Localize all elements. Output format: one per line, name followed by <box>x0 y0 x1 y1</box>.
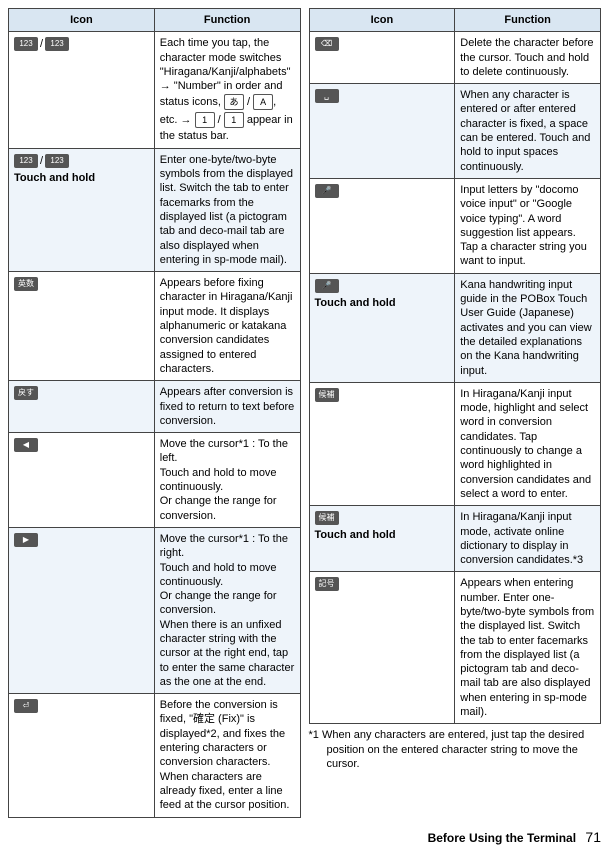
function-cell: Before the conversion is fixed, "確定 (Fix… <box>154 694 300 817</box>
function-cell: When any character is entered or after e… <box>455 84 601 179</box>
voice-input-key: 🎤 <box>309 178 455 273</box>
header-icon: Icon <box>9 9 155 32</box>
function-cell: Appears before fixing character in Hirag… <box>154 272 300 381</box>
function-cell: Kana handwriting input guide in the POBo… <box>455 273 601 382</box>
symbol-list-key: 123/123Touch and hold <box>9 148 155 271</box>
enter-fix-key: ⏎ <box>9 694 155 817</box>
function-cell: Delete the character before the cursor. … <box>455 32 601 84</box>
table-row: 🎤Input letters by "docomo voice input" o… <box>309 178 601 273</box>
table-row: 123/123Touch and holdEnter one-byte/two-… <box>9 148 301 271</box>
cursor-right-key: ▶ <box>9 527 155 693</box>
pre-fix-candidates-key: 英数カナ <box>9 272 155 381</box>
footer-section-title: Before Using the Terminal <box>428 831 576 845</box>
function-cell: Input letters by "docomo voice input" or… <box>455 178 601 273</box>
table-row: ⌫Delete the character before the cursor.… <box>309 32 601 84</box>
header-function: Function <box>455 9 601 32</box>
page-number: 71 <box>585 829 601 845</box>
left-column: Icon Function 123/123Each time you tap, … <box>8 8 301 818</box>
function-cell: Enter one-byte/two-byte symbols from the… <box>154 148 300 271</box>
footnote-1: *1 When any characters are entered, just… <box>309 728 602 771</box>
table-row: 英数カナAppears before fixing character in H… <box>9 272 301 381</box>
table-row: ␣When any character is entered or after … <box>309 84 601 179</box>
undo-conversion-key: 戻す <box>9 381 155 433</box>
table-row: 戻すAppears after conversion is fixed to r… <box>9 381 301 433</box>
function-cell: In Hiragana/Kanji input mode, activate o… <box>455 506 601 572</box>
function-cell: In Hiragana/Kanji input mode, highlight … <box>455 382 601 505</box>
function-cell: Appears after conversion is fixed to ret… <box>154 381 300 433</box>
table-header-row: Icon Function <box>9 9 301 32</box>
space-key: ␣ <box>309 84 455 179</box>
table-row: ◀Move the cursor*1 : To the left.Touch a… <box>9 433 301 528</box>
page-footer: Before Using the Terminal 71 <box>8 828 601 847</box>
two-column-layout: Icon Function 123/123Each time you tap, … <box>8 8 601 818</box>
table-row: ▶Move the cursor*1 : To the right.Touch … <box>9 527 301 693</box>
function-cell: Move the cursor*1 : To the left.Touch an… <box>154 433 300 528</box>
table-row: 候補In Hiragana/Kanji input mode, highligh… <box>309 382 601 505</box>
header-icon: Icon <box>309 9 455 32</box>
handwriting-guide-key: 🎤Touch and hold <box>309 273 455 382</box>
table-row: 記号Appears when entering number. Enter on… <box>309 572 601 724</box>
table-row: ⏎Before the conversion is fixed, "確定 (Fi… <box>9 694 301 817</box>
table-row: 候補Touch and holdIn Hiragana/Kanji input … <box>309 506 601 572</box>
mode-switch-key: 123/123 <box>9 32 155 148</box>
delete-key: ⌫ <box>309 32 455 84</box>
function-cell: Move the cursor*1 : To the right.Touch a… <box>154 527 300 693</box>
cursor-left-key: ◀ <box>9 433 155 528</box>
right-column: Icon Function ⌫Delete the character befo… <box>309 8 602 782</box>
candidate-select-key: 候補 <box>309 382 455 505</box>
online-dictionary-key: 候補Touch and hold <box>309 506 455 572</box>
right-table: Icon Function ⌫Delete the character befo… <box>309 8 602 724</box>
number-symbol-key: 記号 <box>309 572 455 724</box>
table-header-row: Icon Function <box>309 9 601 32</box>
left-table: Icon Function 123/123Each time you tap, … <box>8 8 301 818</box>
function-cell: Each time you tap, the character mode sw… <box>154 32 300 148</box>
function-cell: Appears when entering number. Enter one-… <box>455 572 601 724</box>
table-row: 🎤Touch and holdKana handwriting input gu… <box>309 273 601 382</box>
header-function: Function <box>154 9 300 32</box>
table-row: 123/123Each time you tap, the character … <box>9 32 301 148</box>
